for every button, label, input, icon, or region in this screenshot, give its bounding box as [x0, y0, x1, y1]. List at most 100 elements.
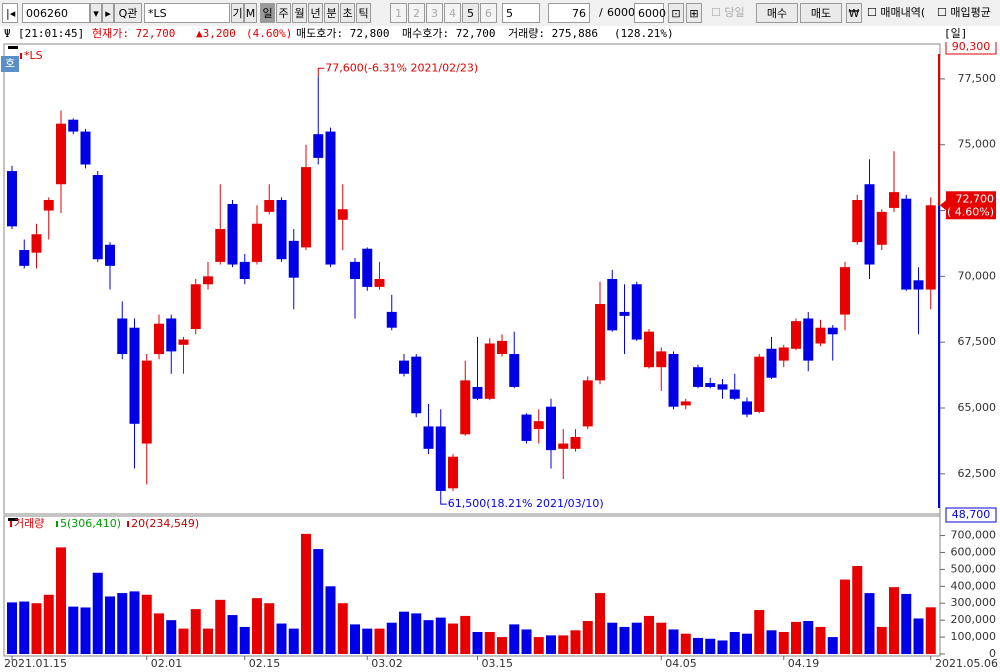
toolbar-button[interactable]: 주 [276, 3, 291, 23]
candle-body [203, 276, 213, 285]
candle-body [264, 200, 275, 212]
trade-history-checkbox[interactable]: ☐ 매매내역( [867, 6, 926, 19]
volume-bar [827, 637, 838, 654]
dropdown[interactable]: ▾ [90, 3, 102, 23]
y-tick-label: 400,000 [951, 579, 997, 592]
prev-button[interactable]: |◂ [2, 3, 18, 23]
x-tick-label: 03.15 [482, 657, 514, 670]
legend-label: 5(306,410) [60, 517, 121, 530]
lower-limit-box [945, 507, 997, 523]
volume-bar [533, 637, 544, 654]
volume-bar [31, 603, 42, 654]
icon-button[interactable]: ⊞ [686, 3, 702, 23]
candle-body [154, 323, 164, 355]
candle-body [570, 436, 581, 449]
toolbar-button[interactable]: 초 [340, 3, 355, 23]
volume-bar [68, 606, 79, 654]
sell-button[interactable]: 매도 [800, 3, 842, 23]
volume-bar [325, 586, 336, 654]
candle-body [827, 327, 838, 335]
candle-body [423, 426, 434, 449]
volume-bar [815, 626, 826, 654]
volume-bar [239, 626, 250, 654]
preset-select[interactable]: 5 [502, 3, 540, 23]
volume-bar [448, 623, 458, 654]
panel-marker [8, 46, 18, 49]
max-count: 6000 [607, 6, 635, 19]
candle-body [656, 351, 667, 368]
next-button[interactable]: ▸ [102, 3, 114, 23]
candle-body [472, 386, 483, 399]
volume-title: 거래량 [14, 517, 44, 530]
toolbar-button[interactable]: 5 [462, 3, 479, 23]
legend-label: 20(234,549) [131, 517, 199, 530]
candle-body [619, 311, 630, 316]
icon-button[interactable]: ⊡ [668, 3, 684, 23]
candle-body [558, 443, 569, 449]
annotation: 77,600(-6.31% 2021/02/23) [325, 61, 478, 74]
avg-price-checkbox[interactable]: ☐ 매입평균 [937, 6, 991, 19]
volume-bar [668, 629, 679, 654]
toolbar-button[interactable]: 2 [408, 3, 425, 23]
candle-body [742, 401, 752, 415]
change: ▲3,200 [196, 27, 236, 40]
count-input[interactable]: 76 [548, 3, 590, 23]
candle-body [791, 321, 801, 349]
code-input[interactable]: 006260 [22, 3, 90, 23]
max-count-input[interactable]: 6000 [634, 3, 666, 23]
y-tick-label: 65,000 [958, 401, 997, 414]
candle-body [411, 356, 422, 414]
volume-bar [399, 611, 409, 654]
x-tick-label: 04.19 [788, 657, 820, 670]
y-tick-label: 500,000 [951, 562, 997, 575]
volume-bar [656, 622, 667, 654]
volume-bar [43, 594, 54, 654]
candle-body [705, 382, 716, 387]
annotation-leader [317, 67, 325, 77]
candle-body [92, 175, 103, 260]
volume-bar [92, 572, 103, 654]
candle-body [337, 209, 348, 220]
volume-bar [803, 621, 814, 654]
volume-bar [252, 598, 262, 654]
volume-bar [129, 591, 140, 654]
toolbar-button[interactable]: 기 [231, 3, 244, 23]
current-price-label: 72,700 [956, 192, 995, 205]
y-tick-label: 62,500 [958, 467, 997, 480]
volume-bar [472, 632, 483, 654]
toolbar-button[interactable]: 틱 [356, 3, 371, 23]
search-button[interactable]: Q관 [114, 3, 142, 23]
toolbar-button[interactable]: 1 [390, 3, 407, 23]
candle-body [607, 279, 618, 331]
candle-body [227, 203, 238, 265]
toolbar-button[interactable]: 일 [260, 3, 275, 23]
toolbar-button[interactable]: 6 [480, 3, 497, 23]
toolbar-button[interactable]: 분 [324, 3, 339, 23]
volume: 거래량: 275,886 [508, 27, 598, 40]
toolbar-button[interactable]: 3 [426, 3, 443, 23]
candle-body [435, 426, 446, 491]
candle-body [876, 211, 887, 245]
currency-button[interactable]: ₩ [846, 3, 862, 23]
today-checkbox[interactable]: ☐ 당일 [711, 6, 745, 19]
name-input[interactable]: *LS [144, 3, 230, 23]
candle-body [56, 123, 66, 185]
buy-button[interactable]: 매수 [756, 3, 798, 23]
candle-body [288, 240, 299, 278]
candle-body [840, 267, 850, 315]
toolbar-button[interactable]: 년 [308, 3, 323, 23]
volume-pct: (128.21%) [614, 27, 674, 40]
volume-bar [840, 579, 850, 654]
toolbar-button[interactable]: 월 [292, 3, 307, 23]
annotation: 61,500(18.21% 2021/03/10) [448, 497, 604, 510]
candle-body [680, 401, 691, 406]
candle-body [595, 304, 605, 381]
volume-bar [80, 607, 91, 654]
today-label: 당일 [724, 6, 745, 19]
volume-bar [19, 601, 30, 654]
y-tick-label: 600,000 [951, 545, 997, 558]
toolbar-button[interactable]: M [244, 3, 257, 23]
panel-marker [8, 518, 18, 521]
toolbar-button[interactable]: 4 [444, 3, 461, 23]
y-tick-label: 700,000 [951, 529, 997, 542]
